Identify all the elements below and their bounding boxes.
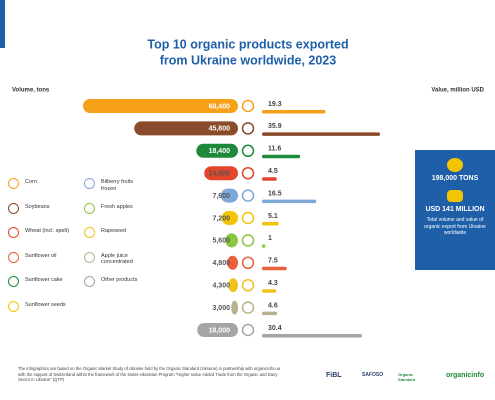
data-label: 7,200 [212,215,230,222]
bar [262,199,317,204]
bar [262,244,266,248]
data-label: 30.4 [268,325,282,332]
data-label: 5,600 [212,238,230,245]
data-label: 19.3 [268,101,282,108]
legend-icon [8,202,19,214]
footer: The infographics are based on the Organi… [18,366,281,382]
legend-label: Other products [101,277,138,283]
legend-icon [84,276,95,287]
bar [262,311,278,316]
bar [262,266,287,271]
bar [262,132,380,136]
legend-icon [84,202,95,214]
icon [241,166,255,180]
bar [196,143,238,158]
icon [241,256,255,270]
chart-subtitle: from Ukraine worldwide, 2023 [160,53,336,67]
summary-box: 198,000 TONS USD 141 MILLION Total volum… [415,150,495,270]
legend-icon [8,276,19,287]
legend-label: Sunflower oil [25,252,57,259]
data-label: 18,000 [209,327,231,334]
bar [262,154,301,159]
summary-value: USD 141 MILLION [425,206,485,213]
icon [241,301,255,314]
data-label: 5.1 [268,213,278,220]
bar [262,110,326,114]
legend-label: Sunflower seeds [25,301,66,308]
corner-strip [0,0,5,48]
data-label: 11.6 [268,146,281,153]
legend-label: Corn [25,179,37,185]
data-label: 3,000 [212,305,230,312]
bar [204,166,238,181]
data-label: 14,900 [209,171,231,178]
legend-label: Wheat (incl. spelt) [25,228,70,234]
legend-icon [8,300,19,312]
icon [241,211,255,225]
bar [83,99,238,113]
icon [241,234,255,247]
data-label: 7.5 [268,258,278,265]
data-label: 7,600 [212,193,230,200]
legend-icon [84,251,95,263]
bar [197,323,238,337]
legend-icon [8,178,19,189]
legend-label: Rapeseed [101,228,127,234]
legend-icon [8,227,19,238]
logo: Organic Standard [398,372,416,382]
data-label: 16.5 [268,190,282,197]
summary-note: Total volume and value of organic export… [424,217,486,236]
legend-icon [84,227,95,238]
axis-label: Volume, tons [12,88,50,94]
icon [447,190,463,202]
bar [262,222,279,226]
bar [220,188,238,203]
bar [227,255,238,270]
summary-volume: 198,000 TONS [431,175,479,182]
icon [447,158,463,172]
chart-title: Top 10 organic products exported [147,37,348,51]
data-label: 1 [268,235,272,242]
icon [241,323,255,337]
bar [262,289,277,293]
bar [221,211,238,225]
bar [225,233,238,248]
legend-icon [8,251,19,263]
icon [241,278,255,292]
legend-label: Fresh apples [101,203,133,210]
logo: FiBL [326,372,342,379]
bar [262,177,277,181]
logo: SAFOSO [362,372,384,378]
legend-label: Bilberry fruits frozen [101,179,134,192]
data-label: 4.5 [268,168,278,175]
bar [134,121,238,136]
data-label: 4,300 [212,283,230,290]
bar [228,278,238,293]
icon [241,99,255,113]
bar [231,300,238,315]
data-label: 4.6 [268,302,278,309]
data-label: 18,400 [209,148,231,155]
legend-label: Apple juice concentrated [101,252,133,266]
legend-label: Sunflower cake [25,277,63,283]
bar [262,334,362,338]
data-label: 35.9 [268,123,282,130]
axis-label: Value, million USD [431,88,484,94]
data-label: 4,800 [212,260,230,267]
legend-icon [84,178,95,189]
icon [241,122,255,135]
data-label: 45,800 [209,126,231,133]
logo: organicinfo [446,372,485,379]
data-label: 68,400 [209,103,231,110]
data-label: 4.3 [268,280,278,287]
icon [241,189,255,202]
legend-label: Soybeans [25,203,50,210]
icon [241,144,255,158]
